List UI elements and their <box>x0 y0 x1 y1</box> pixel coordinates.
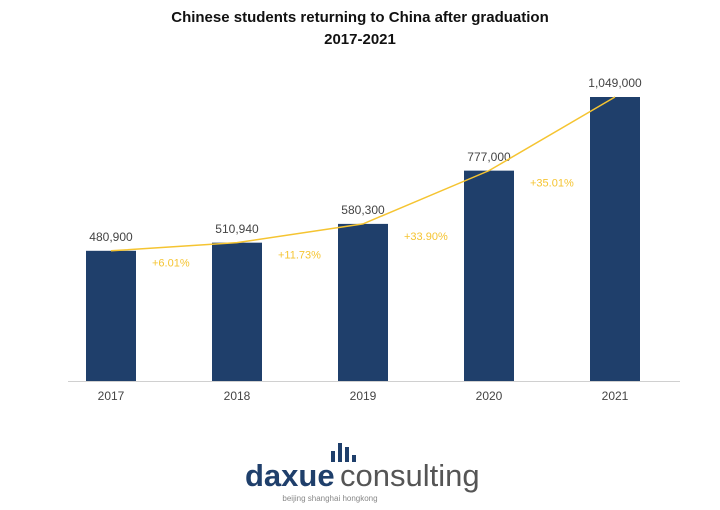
logo-brand2: consulting <box>340 458 480 493</box>
value-label: 1,049,000 <box>588 76 642 90</box>
logo-brand: daxue <box>245 458 335 493</box>
x-tick-label: 2021 <box>602 389 629 403</box>
growth-label: +33.90% <box>404 231 448 243</box>
logo-icon-bar <box>345 447 349 462</box>
x-tick-label: 2020 <box>476 389 503 403</box>
bar <box>86 250 136 381</box>
value-label: 580,300 <box>341 203 385 217</box>
chart-title: Chinese students returning to China afte… <box>171 9 549 26</box>
x-tick-label: 2019 <box>350 389 377 403</box>
bar <box>212 242 262 381</box>
x-tick-label: 2018 <box>224 389 251 403</box>
logo-icon-bar <box>338 443 342 462</box>
chart-subtitle: 2017-2021 <box>324 31 396 48</box>
value-label: 777,000 <box>467 150 511 164</box>
bar <box>338 223 388 381</box>
x-tick-label: 2017 <box>98 389 125 403</box>
bar <box>464 170 514 381</box>
value-label: 510,940 <box>215 222 259 236</box>
growth-label: +35.01% <box>530 178 574 190</box>
trend-line <box>110 96 616 252</box>
logo-icon-bar <box>331 451 335 462</box>
logo-icon-bar <box>352 455 356 462</box>
bar <box>590 97 640 381</box>
value-label: 480,900 <box>89 230 133 244</box>
logo: daxue consulting beijing shanghai hongko… <box>245 443 480 503</box>
growth-label: +11.73% <box>278 250 321 262</box>
growth-label: +6.01% <box>152 258 190 270</box>
logo-tagline: beijing shanghai hongkong <box>282 494 377 503</box>
